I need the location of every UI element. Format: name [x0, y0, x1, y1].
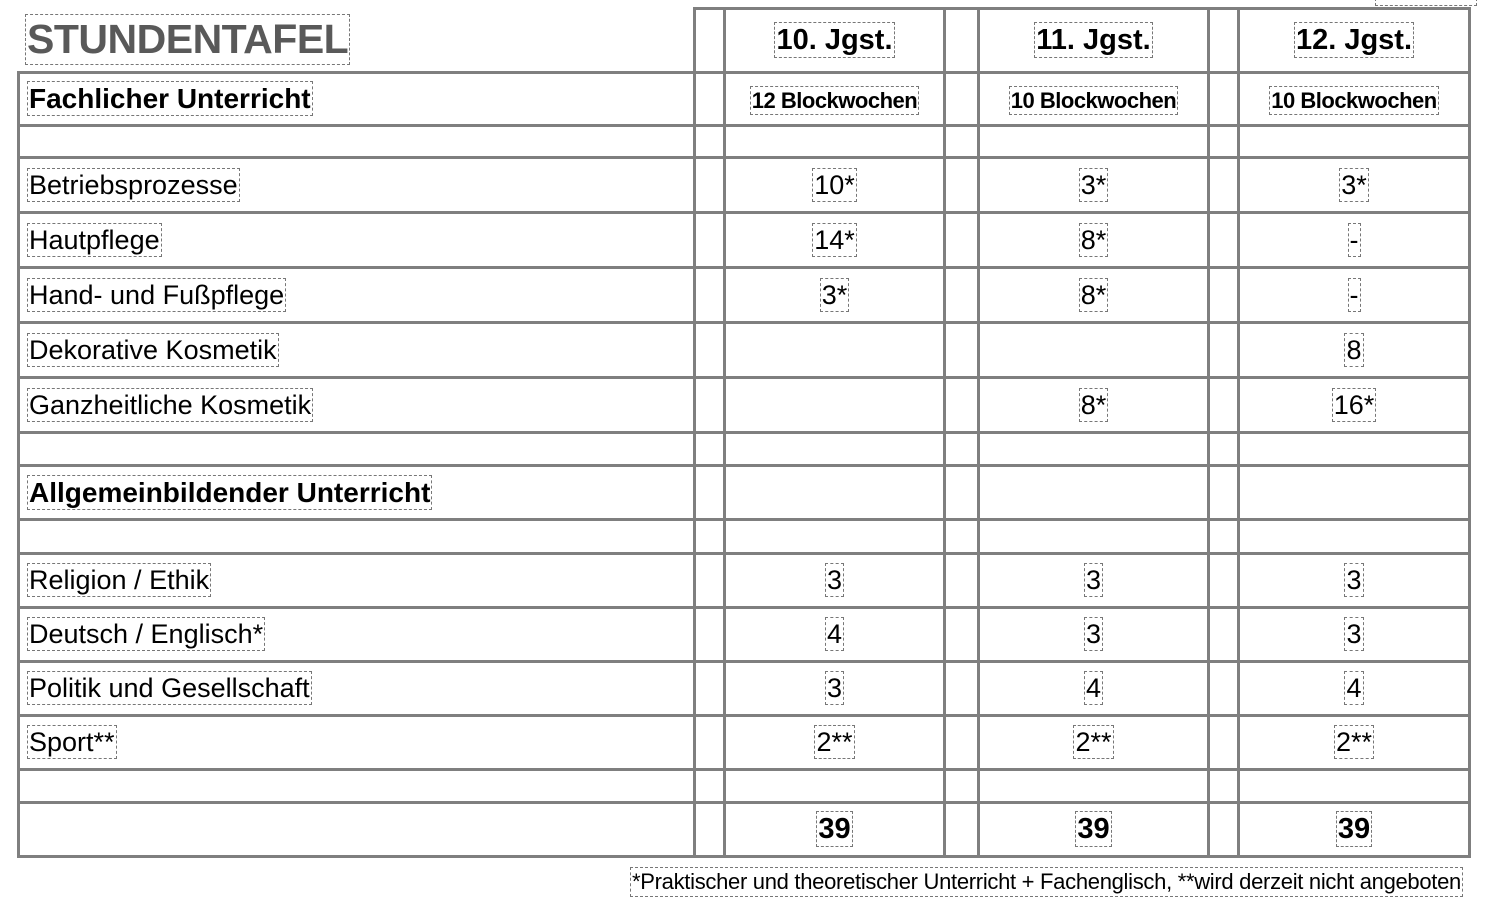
hours-value: -: [1347, 277, 1361, 312]
block-weeks: 12 Blockwochen: [749, 85, 920, 115]
hours-value: 3: [1344, 617, 1364, 651]
hours-value: 16*: [1331, 387, 1377, 422]
table-row: Allgemeinbildender Unterricht: [17, 464, 1471, 521]
hours-value: 10*: [812, 167, 857, 202]
hours-value: 2**: [1073, 725, 1114, 759]
footnote: *Praktischer und theoretischer Unterrich…: [630, 867, 1463, 897]
totals-row: 39 39 39: [17, 801, 1471, 858]
hours-value: 4: [1083, 671, 1104, 705]
section-heading: Allgemeinbildender Unterricht: [26, 474, 433, 510]
table-row: Politik und Gesellschaft 3 4 4: [17, 660, 1471, 717]
hours-value: 3: [1083, 563, 1104, 597]
subject-label: Deutsch / Englisch*: [26, 617, 266, 651]
table-row: [17, 518, 1471, 555]
table-row: [17, 768, 1471, 804]
column-header: 10. Jgst.: [774, 22, 895, 58]
subject-label: Religion / Ethik: [26, 563, 212, 597]
column-header: 12. Jgst.: [1293, 22, 1415, 58]
table-row: Betriebsprozesse 10* 3* 3*: [17, 156, 1471, 214]
section-heading: Fachlicher Unterricht: [27, 81, 313, 116]
column-header: 11. Jgst.: [1034, 22, 1153, 58]
hours-value: 3: [824, 563, 845, 597]
total-value: 39: [816, 811, 853, 847]
hours-value: 8*: [1078, 277, 1109, 312]
hours-value: 4: [1344, 671, 1364, 705]
hours-value: 2**: [814, 725, 855, 759]
table-row: [17, 124, 1471, 159]
table-row: [17, 431, 1471, 467]
schedule-table: 10. Jgst. 11. Jgst. 12. Jgst. Fachlicher Un…: [17, 7, 1471, 858]
hours-value: 2**: [1333, 725, 1375, 759]
subject-label: Hautpflege: [27, 222, 162, 257]
subject-label: Betriebsprozesse: [27, 167, 240, 202]
hours-value: 3: [1083, 617, 1104, 651]
hours-value: 3: [1344, 563, 1364, 597]
subject-label: Dekorative Kosmetik: [27, 332, 279, 367]
table-row: Dekorative Kosmetik 8: [17, 321, 1471, 379]
table-row: Religion / Ethik 3 3 3: [17, 552, 1471, 609]
total-value: 39: [1335, 811, 1373, 847]
table-row: Fachlicher Unterricht 12 Blockwochen 10 Bl…: [17, 71, 1471, 127]
table-row: Sport** 2** 2** 2**: [17, 714, 1471, 771]
header-row: 10. Jgst. 11. Jgst. 12. Jgst.: [18, 7, 1471, 74]
block-weeks: 10 Blockwochen: [1269, 85, 1439, 115]
hours-value: 14*: [812, 222, 857, 257]
subject-label: Politik und Gesellschaft: [27, 671, 312, 705]
hours-value: 3*: [819, 277, 850, 312]
block-weeks: 10 Blockwochen: [1008, 85, 1179, 115]
total-value: 39: [1075, 811, 1112, 847]
subject-label: Hand- und Fußpflege: [26, 277, 287, 312]
hours-value: 8*: [1078, 387, 1109, 422]
table-row: Ganzheitliche Kosmetik 8* 16*: [17, 376, 1471, 434]
hours-value: 8*: [1078, 222, 1109, 257]
hours-value: 3: [824, 671, 845, 705]
hours-value: -: [1347, 222, 1361, 257]
hours-value: 4: [824, 617, 845, 651]
table-row: Deutsch / Englisch* 4 3 3: [17, 606, 1471, 663]
table-row: Hand- und Fußpflege 3* 8* -: [17, 266, 1471, 324]
table-row: Hautpflege 14* 8* -: [17, 211, 1471, 269]
decorative-frame: [1375, 0, 1477, 6]
subject-label: Ganzheitliche Kosmetik: [26, 387, 314, 422]
subject-label: Sport**: [27, 725, 117, 759]
hours-value: 8: [1344, 332, 1364, 367]
hours-value: 3*: [1339, 167, 1369, 202]
hours-value: 3*: [1078, 167, 1109, 202]
